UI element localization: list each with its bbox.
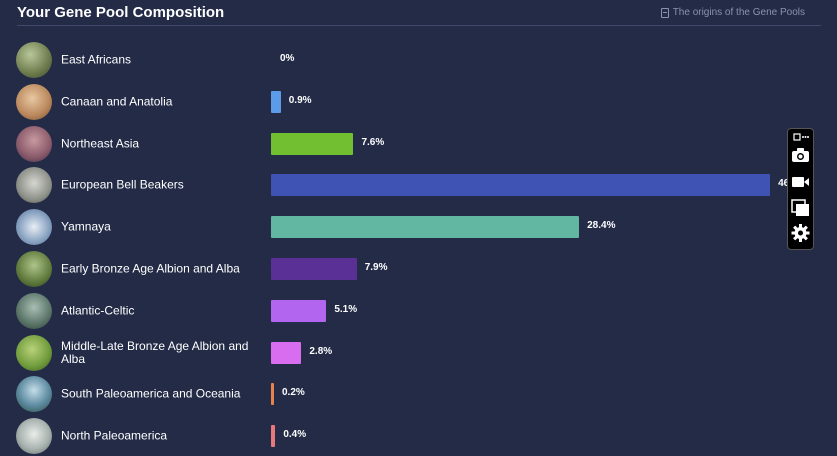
gene-pool-percentage: 7.9% [364, 262, 388, 273]
gene-pool-row[interactable]: European Bell Beakers 46 [0, 165, 837, 205]
gene-pool-label: European Bell Beakers [61, 177, 184, 192]
gene-pool-avatar [16, 125, 52, 162]
gene-pool-origins-link[interactable]: The origins of the Gene Pools [660, 7, 805, 18]
gene-pool-bar [271, 216, 580, 239]
gene-pool-avatar [16, 167, 52, 204]
gene-pool-avatar [16, 83, 52, 120]
gene-pool-label: East Africans [61, 52, 132, 67]
gene-pool-percentage: 46 [778, 178, 790, 190]
gene-pool-row[interactable]: Northeast Asia 7.6% [0, 124, 837, 164]
page-title: Your Gene Pool Composition [17, 4, 225, 21]
gene-pool-origins-label: The origins of the Gene Pools [672, 7, 805, 18]
gene-pool-row[interactable]: Yamnaya 28.4% [0, 207, 837, 247]
gene-pool-row[interactable]: East Africans 0% [0, 40, 837, 80]
camera-icon[interactable] [791, 146, 810, 164]
gene-pool-row[interactable]: Atlantic-Celtic 5.1% [0, 291, 837, 331]
header-divider [17, 25, 821, 26]
gene-pool-percentage: 2.8% [309, 345, 333, 357]
gene-pool-avatar [16, 418, 52, 455]
gene-pool-label: Early Bronze Age Albion and Alba [61, 261, 240, 276]
gene-pool-avatar [16, 209, 52, 246]
header: Your Gene Pool Composition The origins o… [0, 0, 821, 26]
gene-pool-avatar [16, 376, 52, 413]
gene-pool-avatar [16, 334, 52, 371]
gene-pool-bar [271, 174, 771, 197]
gene-pool-label: Yamnaya [61, 219, 111, 234]
gene-pool-percentage: 5.1% [334, 303, 358, 315]
gene-pool-bar [271, 258, 357, 280]
gene-pool-avatar [16, 42, 52, 78]
gallery-icon[interactable] [791, 199, 810, 217]
gene-pool-label: Atlantic-Celtic [61, 303, 135, 318]
gene-pool-bar [271, 383, 274, 406]
gene-pool-percentage: 0.4% [283, 429, 307, 441]
gene-pool-row[interactable]: South Paleoamerica and Oceania 0.2% [0, 374, 837, 414]
document-icon [660, 7, 669, 18]
gene-pool-row[interactable]: North Paleoamerica 0.4% [0, 416, 837, 456]
gene-pool-percentage: 28.4% [587, 220, 616, 232]
gene-pool-avatar [16, 292, 52, 329]
capture-toolbar [787, 128, 814, 250]
gene-pool-percentage: 0% [280, 53, 295, 64]
video-icon[interactable] [791, 173, 810, 191]
gene-pool-bar [271, 425, 276, 448]
gene-pool-bar [271, 90, 281, 113]
gene-pool-avatar [16, 251, 52, 287]
gene-pool-label: Middle-Late Bronze Age Albion and Alba [61, 338, 249, 366]
gene-pool-row[interactable]: Canaan and Anatolia 0.9% [0, 82, 837, 122]
gene-pool-bar [271, 299, 327, 322]
gene-pool-label: Canaan and Anatolia [61, 94, 173, 109]
gene-pool-label: Northeast Asia [61, 136, 140, 151]
scrollbar[interactable] [821, 0, 837, 451]
gear-icon[interactable] [791, 224, 810, 242]
gene-pool-label: South Paleoamerica and Oceania [61, 386, 241, 401]
gene-pool-percentage: 0.9% [288, 94, 312, 106]
collapse-toolbar-icon[interactable] [791, 131, 810, 143]
gene-pool-label: North Paleoamerica [61, 428, 168, 443]
gene-pool-bar [271, 132, 354, 155]
gene-pool-row[interactable]: Middle-Late Bronze Age Albion and Alba 2.… [0, 333, 837, 373]
gene-pool-bar [271, 341, 302, 364]
gene-pool-percentage: 7.6% [361, 136, 385, 148]
gene-pool-percentage: 0.2% [282, 387, 305, 399]
gene-pool-row[interactable]: Early Bronze Age Albion and Alba 7.9% [0, 249, 837, 289]
